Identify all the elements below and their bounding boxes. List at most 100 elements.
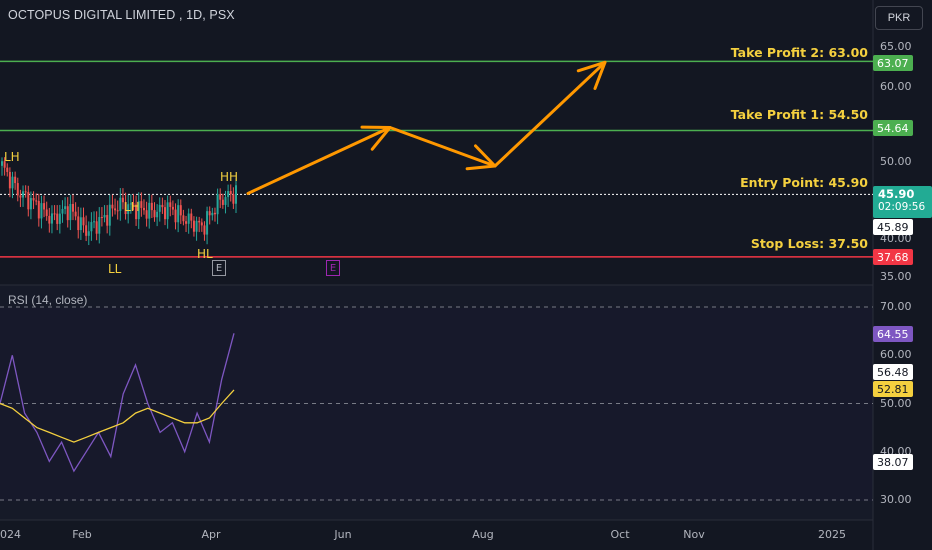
candle-body: [164, 207, 167, 220]
candle-body: [58, 213, 61, 224]
candle-body: [74, 211, 77, 217]
candle-body: [161, 204, 164, 208]
pattern-label: LL: [108, 262, 122, 276]
candle-body: [98, 217, 101, 234]
candle-body: [69, 203, 72, 221]
candle-body: [82, 217, 85, 226]
candle-body: [153, 210, 156, 218]
candle-body: [106, 215, 109, 226]
candle-body: [235, 185, 237, 204]
candle-body: [61, 209, 64, 214]
candle-body: [216, 194, 219, 215]
candle-body: [219, 194, 222, 200]
candle-body: [187, 213, 190, 224]
candle-body: [198, 220, 201, 223]
event-marker[interactable]: E: [326, 260, 340, 276]
pattern-label: HL: [197, 247, 213, 261]
candle-body: [11, 176, 14, 189]
candle-body: [103, 215, 106, 218]
candle-body: [71, 203, 74, 212]
price-tick: 35.00: [880, 270, 912, 283]
candle-body: [179, 205, 182, 216]
pattern-label: LH: [4, 150, 20, 164]
countdown-timer: 02:09:56: [878, 201, 926, 213]
candle-body: [129, 203, 132, 205]
candle-body: [22, 191, 25, 198]
candle-body: [27, 192, 30, 210]
candle-body: [195, 220, 198, 232]
candle-body: [124, 202, 127, 215]
candle-body: [229, 191, 232, 195]
time-tick: 2024: [0, 528, 21, 541]
candle-body: [85, 225, 88, 236]
candle-body: [8, 171, 11, 189]
rsi-ma-line: [0, 389, 235, 443]
take-profit-2-label: Take Profit 2: 63.00: [730, 45, 868, 60]
tp2-price-tag: 63.07: [873, 55, 913, 71]
time-tick: Apr: [201, 528, 221, 541]
event-marker[interactable]: E: [212, 260, 226, 276]
candle-body: [95, 221, 98, 234]
rsi-value-tag: 64.55: [873, 326, 913, 342]
candle-body: [208, 211, 211, 216]
currency-button[interactable]: PKR: [875, 6, 923, 30]
candle-body: [150, 202, 153, 211]
candle-body: [192, 220, 195, 232]
candle-body: [108, 204, 111, 226]
arrow-head: [465, 144, 497, 171]
candle-body: [140, 201, 143, 208]
rsi-band: [0, 308, 873, 501]
candle-body: [64, 206, 67, 210]
candle-body: [32, 198, 35, 201]
current-price-value: 45.90: [878, 187, 915, 201]
candle-body: [145, 210, 148, 219]
candle-body: [1, 161, 3, 166]
candle-body: [132, 203, 135, 205]
candle-body: [87, 231, 90, 236]
candle-body: [200, 222, 203, 226]
tp1-price-tag: 54.64: [873, 120, 913, 136]
candle-body: [3, 161, 6, 168]
candle-body: [37, 201, 40, 219]
candle-body: [185, 221, 188, 224]
price-tick: 50.00: [880, 155, 912, 168]
candle-body: [211, 212, 214, 216]
arrow-head: [576, 60, 607, 90]
candle-body: [174, 209, 177, 223]
candle-body: [14, 176, 17, 184]
stop-loss-price-tag: 37.68: [873, 249, 913, 265]
pattern-label: LH: [124, 200, 140, 214]
candle-body: [90, 222, 93, 232]
candle-body: [213, 212, 216, 215]
pattern-label: HH: [220, 170, 239, 184]
rsi-indicator-label[interactable]: RSI (14, close): [8, 293, 88, 307]
candle-body: [224, 197, 227, 205]
candle-body: [137, 201, 140, 220]
time-tick: 2025: [818, 528, 846, 541]
candle-body: [6, 167, 9, 172]
candle-body: [93, 221, 96, 223]
candle-body: [24, 191, 27, 193]
take-profit-1-label: Take Profit 1: 54.50: [730, 107, 868, 122]
rsi-tick: 60.00: [880, 348, 912, 361]
candle-body: [148, 202, 151, 219]
price-tick: 65.00: [880, 40, 912, 53]
time-tick: Feb: [72, 528, 92, 541]
candle-body: [50, 213, 53, 224]
stop-loss-label: Stop Loss: 37.50: [750, 236, 868, 251]
candle-body: [79, 217, 82, 231]
candle-body: [142, 207, 145, 211]
candle-body: [48, 215, 51, 224]
candle-body: [171, 206, 174, 210]
rsi-level-a-tag: 56.48: [873, 364, 913, 380]
candle-body: [40, 203, 43, 219]
arrow-head: [360, 125, 392, 151]
candle-body: [169, 202, 172, 207]
time-tick: Jun: [334, 528, 352, 541]
entry-point-label: Entry Point: 45.90: [740, 175, 868, 190]
price-tick: 40.00: [880, 232, 912, 245]
candle-body: [166, 202, 169, 220]
symbol-title[interactable]: OCTOPUS DIGITAL LIMITED , 1D, PSX: [8, 8, 235, 22]
